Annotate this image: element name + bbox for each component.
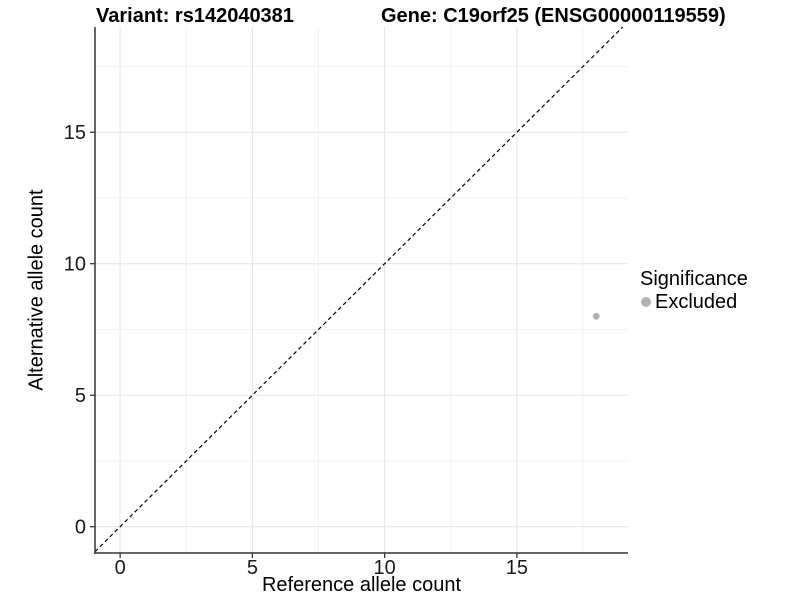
x-tick-label: 0: [115, 557, 126, 579]
legend-title: Significance: [640, 268, 748, 290]
x-tick-label: 10: [374, 557, 396, 579]
x-tick-label: 5: [247, 557, 258, 579]
x-tick-label: 15: [506, 557, 528, 579]
y-tick-label: 5: [75, 385, 86, 407]
data-point: [592, 312, 600, 320]
legend-item-label: Excluded: [655, 291, 738, 313]
legend-item-excluded: Excluded: [640, 291, 748, 313]
y-tick-label: 10: [64, 254, 86, 276]
plot-title-variant: Variant: rs142040381: [96, 5, 294, 27]
x-axis-title: Reference allele count: [261, 574, 461, 596]
legend: Significance Excluded: [640, 267, 748, 313]
y-tick-label: 15: [64, 122, 86, 144]
identity-line: [94, 26, 624, 553]
y-tick-label: 0: [75, 517, 86, 539]
plot-title-gene: Gene: C19orf25 (ENSG00000119559): [381, 5, 726, 27]
legend-point-icon: [641, 297, 651, 307]
